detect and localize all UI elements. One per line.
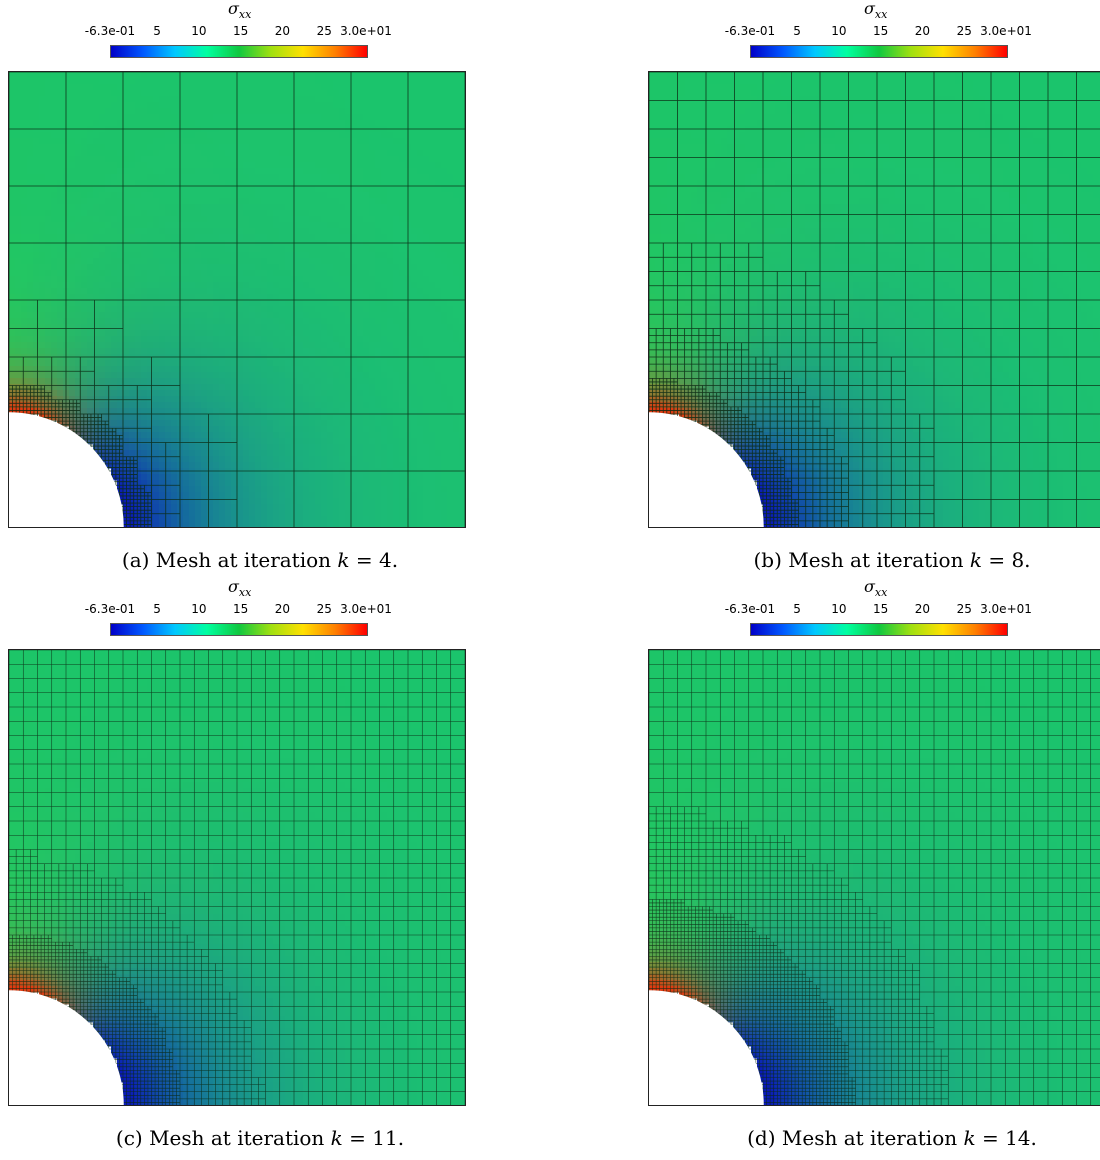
colorbar-tick-label: -6.3e-01: [725, 602, 775, 616]
colorbar-tick-label: 15: [873, 24, 888, 38]
colorbar-tick-label: 10: [191, 602, 206, 616]
colorbar-tick-label: 15: [233, 602, 248, 616]
colorbar-tick-label: -6.3e-01: [85, 24, 135, 38]
colorbar-tick-label: -6.3e-01: [85, 602, 135, 616]
colorbar: [750, 45, 1008, 58]
panel-a: σxx -6.3e-01 5 10 15 20 25 3.0e+01 (a) Mesh at…: [0, 0, 520, 575]
figure-caption: (b) Mesh at iteration k = 8.: [632, 548, 1100, 572]
colorbar-tick-label: 5: [793, 602, 801, 616]
colorbar-tick-label: -6.3e-01: [725, 24, 775, 38]
mesh-plot: [8, 649, 466, 1106]
colorbar-tick-label: 25: [317, 24, 332, 38]
colorbar-tick-label: 10: [191, 24, 206, 38]
colorbar-tick-label: 20: [915, 24, 930, 38]
colorbar-tick-labels: -6.3e-01 5 10 15 20 25 3.0e+01: [725, 602, 1050, 618]
colorbar-title: σxx: [228, 0, 251, 24]
panel-d: σxx -6.3e-01 5 10 15 20 25 3.0e+01 (d) Mesh at…: [640, 578, 1100, 1153]
colorbar-tick-label: 10: [831, 24, 846, 38]
colorbar: [750, 623, 1008, 636]
colorbar-tick-labels: -6.3e-01 5 10 15 20 25 3.0e+01: [725, 24, 1050, 40]
panel-b: σxx -6.3e-01 5 10 15 20 25 3.0e+01 (b) Mesh at…: [640, 0, 1100, 575]
mesh-plot: [648, 71, 1100, 528]
colorbar-tick-label: 15: [233, 24, 248, 38]
figure-caption: (a) Mesh at iteration k = 4.: [0, 548, 520, 572]
mesh-plot: [648, 649, 1100, 1106]
colorbar: [110, 45, 368, 58]
colorbar: [110, 623, 368, 636]
colorbar-title: σxx: [864, 578, 887, 602]
colorbar-tick-label: 20: [275, 24, 290, 38]
figure-caption: (d) Mesh at iteration k = 14.: [632, 1126, 1100, 1150]
panel-c: σxx -6.3e-01 5 10 15 20 25 3.0e+01 (c) Mesh at…: [0, 578, 520, 1153]
colorbar-tick-label: 5: [153, 602, 161, 616]
colorbar-tick-label: 20: [275, 602, 290, 616]
colorbar-tick-labels: -6.3e-01 5 10 15 20 25 3.0e+01: [85, 24, 410, 40]
colorbar-title: σxx: [864, 0, 887, 24]
colorbar-tick-label: 3.0e+01: [980, 602, 1032, 616]
colorbar-tick-label: 5: [793, 24, 801, 38]
colorbar-title: σxx: [228, 578, 251, 602]
colorbar-tick-label: 25: [957, 602, 972, 616]
colorbar-tick-label: 25: [957, 24, 972, 38]
colorbar-tick-label: 10: [831, 602, 846, 616]
colorbar-tick-label: 3.0e+01: [340, 602, 392, 616]
colorbar-tick-labels: -6.3e-01 5 10 15 20 25 3.0e+01: [85, 602, 410, 618]
colorbar-tick-label: 20: [915, 602, 930, 616]
colorbar-tick-label: 25: [317, 602, 332, 616]
colorbar-tick-label: 5: [153, 24, 161, 38]
figure-caption: (c) Mesh at iteration k = 11.: [0, 1126, 520, 1150]
mesh-plot: [8, 71, 466, 528]
colorbar-tick-label: 3.0e+01: [340, 24, 392, 38]
colorbar-tick-label: 15: [873, 602, 888, 616]
colorbar-tick-label: 3.0e+01: [980, 24, 1032, 38]
